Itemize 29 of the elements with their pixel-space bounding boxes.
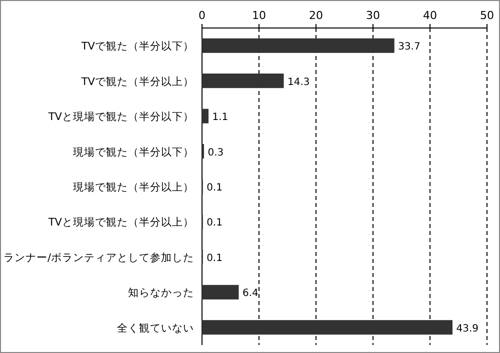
x-tick-label: 10	[252, 9, 266, 22]
data-label: 0.1	[206, 182, 222, 194]
y-tick-label: TVで観た（半分以下）	[80, 40, 194, 53]
data-label: 0.1	[206, 252, 222, 264]
bar	[202, 320, 452, 335]
data-label: 33.7	[398, 42, 420, 53]
data-label: 0.1	[206, 218, 222, 229]
data-label: 6.4	[242, 288, 258, 300]
data-label: 43.9	[456, 323, 478, 334]
bar	[202, 74, 284, 88]
x-tick-label: 0	[198, 9, 206, 22]
bar	[202, 284, 239, 300]
x-tick-label: 20	[309, 9, 323, 22]
y-tick-label: TVと現場で観た（半分以上）	[47, 216, 194, 229]
y-tick-label: TVで観た（半分以上）	[80, 74, 194, 88]
x-tick-label: 30	[366, 9, 380, 22]
y-tick-label: TVと現場で観た（半分以下）	[47, 110, 194, 124]
data-label: 0.3	[208, 147, 224, 158]
bar	[202, 38, 394, 53]
data-label: 14.3	[288, 76, 310, 88]
y-tick-label: 知らなかった	[128, 287, 194, 300]
y-tick-label: 現場で観た（半分以上）	[73, 180, 194, 194]
y-tick-label: 全く観ていない	[117, 322, 194, 334]
bar	[202, 108, 209, 124]
x-tick-label: 50	[480, 9, 494, 22]
x-tick-label: 40	[423, 9, 437, 22]
y-tick-label: ランナー/ボランティアとして参加した	[3, 250, 194, 264]
data-label: 1.1	[212, 112, 228, 124]
y-tick-label: 現場で観た（半分以下）	[73, 145, 194, 158]
